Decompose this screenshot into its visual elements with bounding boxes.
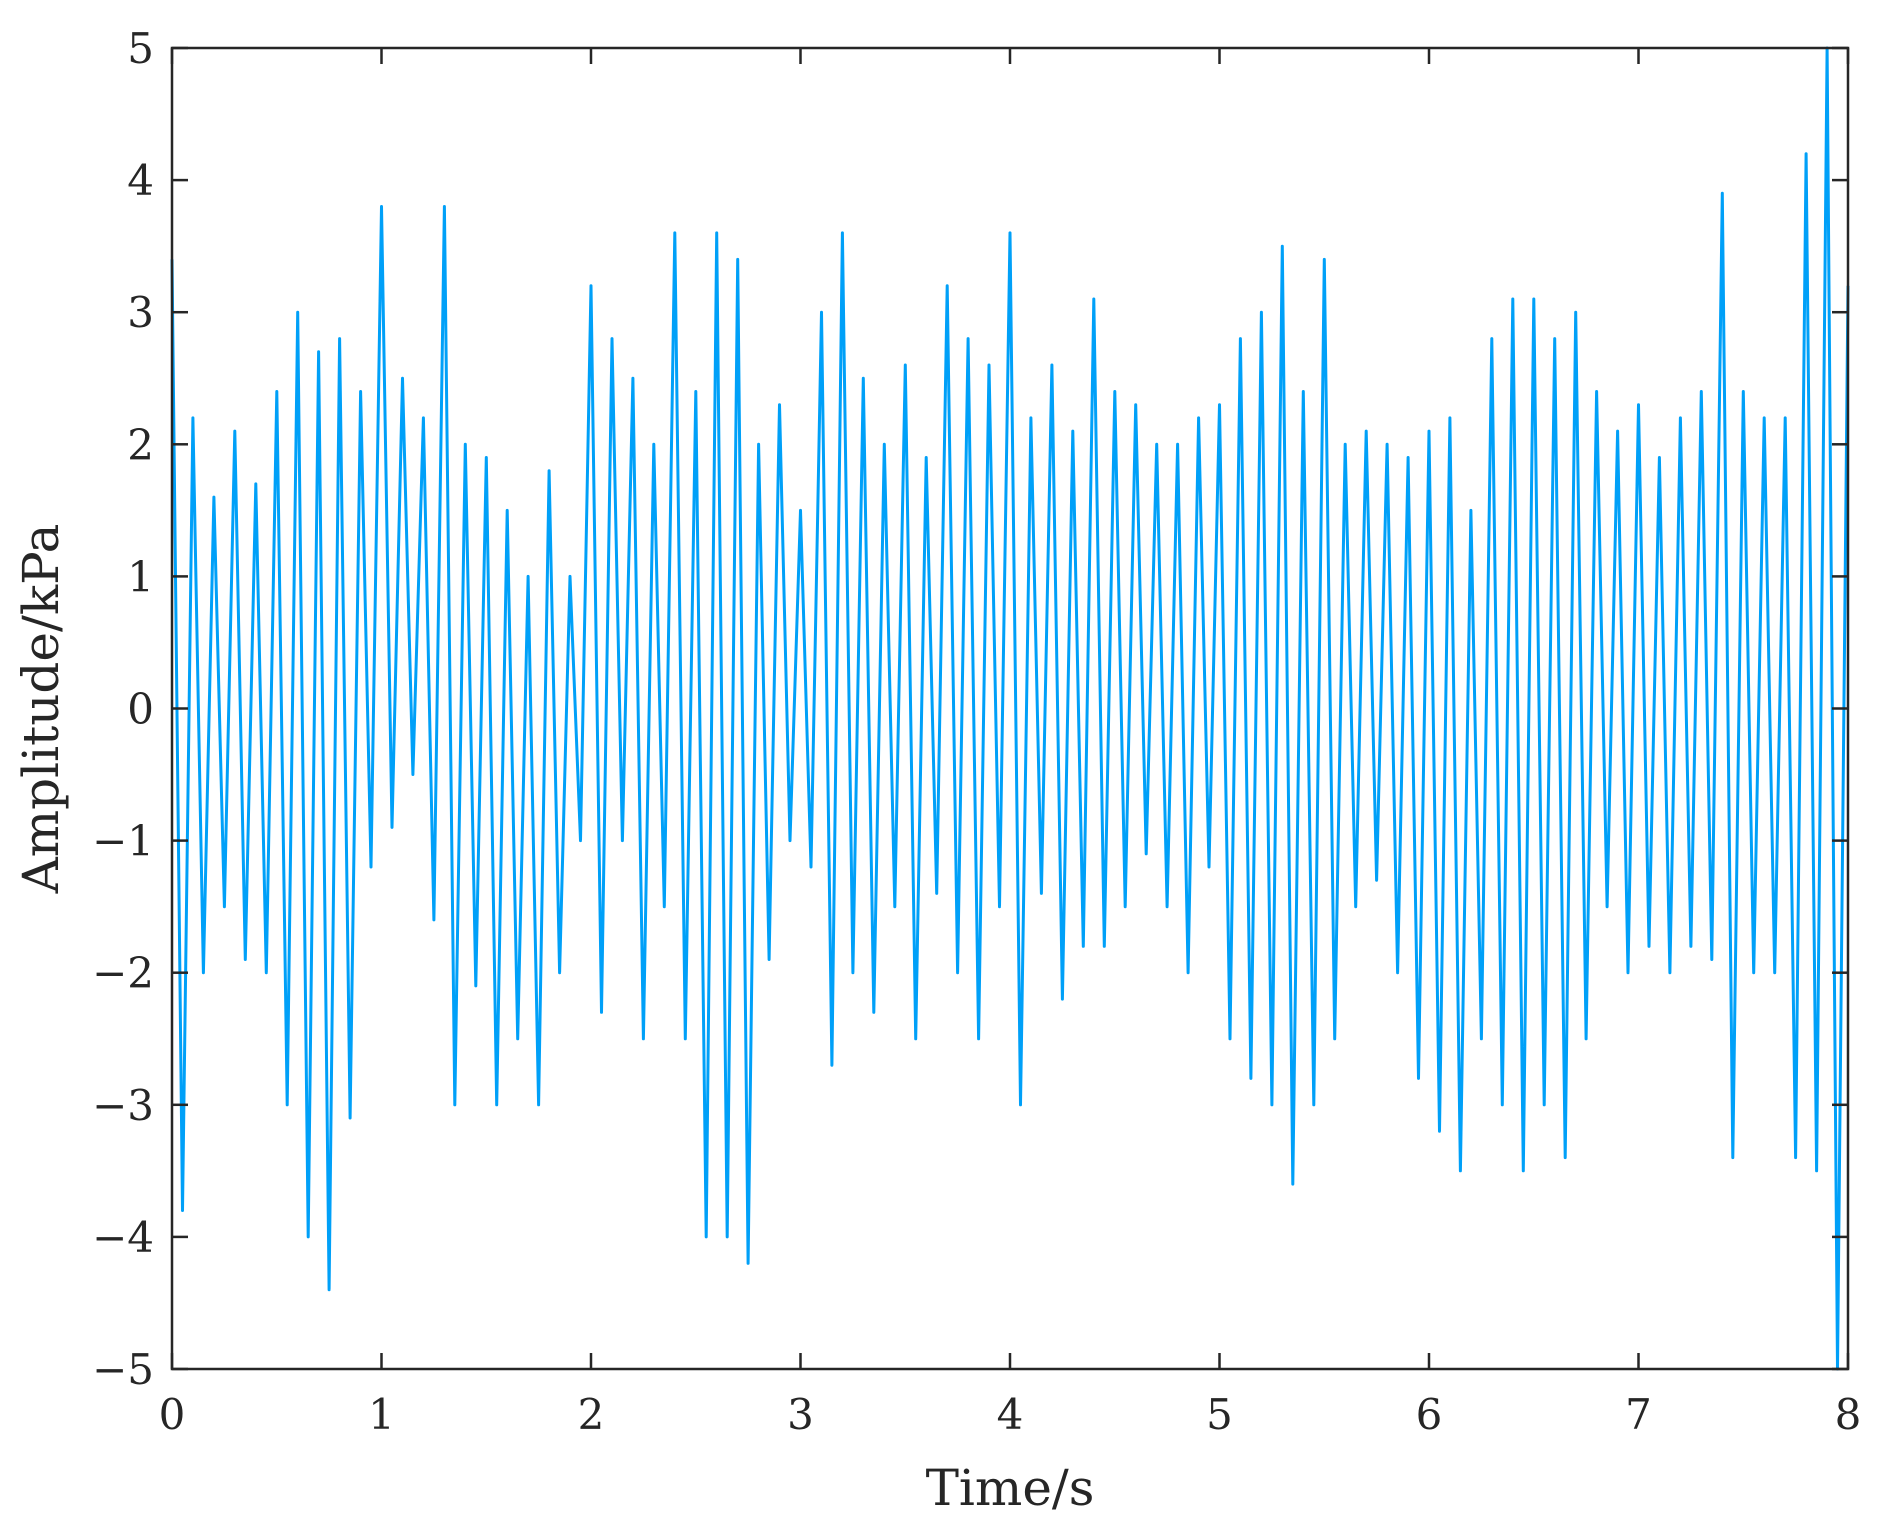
series-line bbox=[170, 46, 1850, 1371]
x-tick-label: 3 bbox=[787, 1390, 814, 1439]
y-tick-label: 4 bbox=[127, 156, 154, 205]
y-axis: 5 4 3 2 1 0 −1 −2 −3 −4 −5 bbox=[92, 24, 1848, 1394]
x-axis: 0 1 2 3 4 5 6 7 8 bbox=[159, 48, 1862, 1439]
x-tick-label: 0 bbox=[159, 1390, 186, 1439]
x-tick-label: 1 bbox=[368, 1390, 395, 1439]
x-tick-label: 2 bbox=[578, 1390, 605, 1439]
y-tick-label: 1 bbox=[127, 552, 154, 601]
x-tick-label: 5 bbox=[1206, 1390, 1233, 1439]
x-tick-label: 4 bbox=[997, 1390, 1024, 1439]
y-tick-label: −1 bbox=[92, 817, 154, 866]
y-tick-label: −3 bbox=[92, 1081, 154, 1130]
y-tick-label: 0 bbox=[127, 685, 154, 734]
x-tick-label: 6 bbox=[1416, 1390, 1443, 1439]
plot-area bbox=[170, 46, 1850, 1371]
y-tick-label: 5 bbox=[127, 24, 154, 73]
y-tick-label: −2 bbox=[92, 949, 154, 998]
y-axis-title: Amplitude/kPa bbox=[12, 524, 70, 895]
y-tick-label: −4 bbox=[92, 1213, 154, 1262]
y-tick-label: −5 bbox=[92, 1345, 154, 1394]
x-tick-label: 7 bbox=[1625, 1390, 1652, 1439]
y-tick-label: 2 bbox=[127, 420, 154, 469]
x-tick-label: 8 bbox=[1835, 1390, 1862, 1439]
x-axis-title: Time/s bbox=[926, 1459, 1095, 1517]
y-tick-label: 3 bbox=[127, 288, 154, 337]
